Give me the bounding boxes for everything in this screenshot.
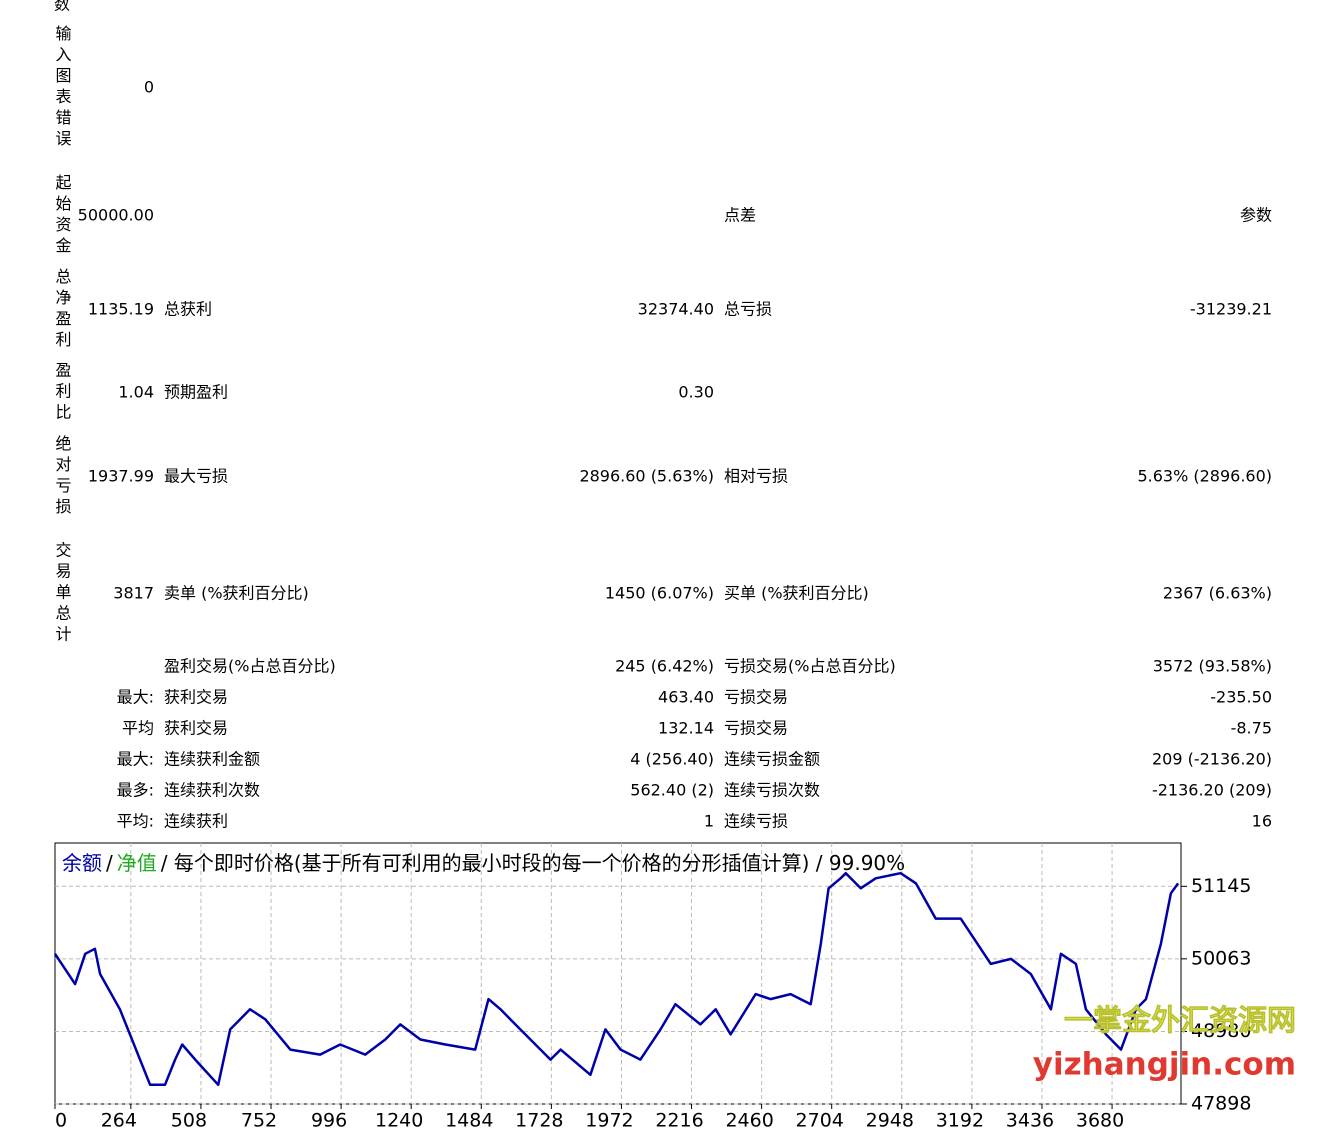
stat-value: 2896.60 (5.63%) [579, 467, 714, 486]
vertical-label: 输入图表错误 [53, 25, 72, 151]
stat-value: 562.40 (2) [630, 781, 714, 800]
x-tick-label: 2216 [655, 1110, 703, 1132]
y-tick-label: 48980 [1191, 1020, 1251, 1042]
chart-header: 余额 / 净值 / 每个即时价格(基于所有可利用的最小时段的每一个价格的分形插值计算)… [62, 851, 905, 875]
row-label: 最大: [117, 750, 154, 769]
stat-label: 总亏损 [724, 300, 772, 319]
row-label: 最大: [117, 688, 154, 707]
stat-value: 1135.19 [88, 300, 154, 319]
stat-value: 4 (256.40) [630, 750, 714, 769]
stat-value: 245 (6.42%) [615, 657, 714, 676]
vertical-label: 起始资金 [53, 174, 72, 258]
stat-value: 0.30 [678, 383, 714, 402]
vertical-label: 绝对亏损 [53, 435, 72, 519]
x-tick-label: 264 [101, 1110, 137, 1132]
stat-value: 参数 [1240, 206, 1272, 225]
stat-label: 连续获利金额 [164, 750, 260, 769]
stat-label: 亏损交易(%占总百分比) [724, 657, 896, 676]
stat-label: 最大亏损 [164, 467, 228, 486]
row-label: 平均: [117, 812, 154, 831]
y-tick-label: 50063 [1191, 947, 1251, 969]
stat-value: 3817 [113, 584, 154, 603]
x-tick-label: 0 [55, 1110, 67, 1132]
stat-value: 32374.40 [638, 300, 714, 319]
stat-label: 获利交易 [164, 688, 228, 707]
legend-equity: 净值 [117, 851, 157, 875]
legend-balance: 余额 [62, 851, 102, 875]
stat-value: 1450 (6.07%) [605, 584, 714, 603]
stat-label: 卖单 (%获利百分比) [164, 584, 309, 603]
stat-value: 209 (-2136.20) [1152, 750, 1272, 769]
balance-line [53, 871, 1180, 1087]
watermark-url: yizhangjin.com [1033, 1047, 1296, 1083]
stat-value: 0 [144, 78, 154, 97]
stat-label: 亏损交易 [724, 719, 788, 738]
stat-label: 点差 [724, 206, 756, 225]
stat-value: 2367 (6.63%) [1163, 584, 1272, 603]
plot-frame [54, 842, 1182, 1105]
stat-value: -235.50 [1210, 688, 1272, 707]
x-tick-label: 1728 [515, 1110, 563, 1132]
stat-value: 1.04 [118, 383, 154, 402]
stat-value: 1937.99 [88, 467, 154, 486]
row-label: 最多: [117, 781, 154, 800]
stat-value: 3572 (93.58%) [1153, 657, 1272, 676]
x-tick-label: 508 [171, 1110, 207, 1132]
stat-label: 连续亏损次数 [724, 781, 820, 800]
watermark-cn: 一掌金外汇资源网 [1064, 1003, 1296, 1037]
stat-value: 1 [704, 812, 714, 831]
x-tick-label: 2704 [796, 1110, 844, 1132]
stat-label: 亏损交易 [724, 688, 788, 707]
stat-label: 预期盈利 [164, 383, 228, 402]
stat-label: 盈利交易(%占总百分比) [164, 657, 336, 676]
stat-label: 买单 (%获利百分比) [724, 584, 869, 603]
vertical-label: 盈利比 [53, 362, 72, 425]
x-tick-label: 1240 [375, 1110, 423, 1132]
stat-label: 连续亏损金额 [724, 750, 820, 769]
stat-label: 连续获利次数 [164, 781, 260, 800]
stat-value: -2136.20 (209) [1152, 781, 1272, 800]
stat-value: 16 [1252, 812, 1272, 831]
chart-title: / 每个即时价格(基于所有可利用的最小时段的每一个价格的分形插值计算) / 99… [161, 851, 905, 875]
vertical-label: 交易单总计 [53, 542, 72, 647]
x-tick-label: 996 [311, 1110, 347, 1132]
x-tick-label: 2948 [866, 1110, 914, 1132]
stat-label: 连续获利 [164, 812, 228, 831]
stat-label: 连续亏损 [724, 812, 788, 831]
x-tick-label: 752 [241, 1110, 277, 1132]
x-tick-label: 3192 [936, 1110, 984, 1132]
x-tick-label: 3436 [1006, 1110, 1054, 1132]
x-tick-label: 2460 [725, 1110, 773, 1132]
stat-label: 总获利 [164, 300, 212, 319]
stat-value: 50000.00 [78, 206, 154, 225]
stat-label: 获利交易 [164, 719, 228, 738]
x-tick-label: 1972 [585, 1110, 633, 1132]
stat-value: 132.14 [658, 719, 714, 738]
vertical-label: 总净盈利 [53, 268, 72, 352]
row-label: 平均 [122, 719, 154, 738]
y-tick-label: 51145 [1191, 875, 1251, 897]
x-tick-label: 3680 [1076, 1110, 1124, 1132]
stat-label: 相对亏损 [724, 467, 788, 486]
y-tick-label: 47898 [1191, 1093, 1251, 1115]
stat-value: 5.63% (2896.60) [1137, 467, 1272, 486]
cut-label: 数 [54, 0, 70, 14]
x-tick-label: 1484 [445, 1110, 493, 1132]
stat-value: -31239.21 [1190, 300, 1272, 319]
stat-value: -8.75 [1231, 719, 1272, 738]
legend-separator: / [106, 851, 113, 875]
stat-value: 463.40 [658, 688, 714, 707]
